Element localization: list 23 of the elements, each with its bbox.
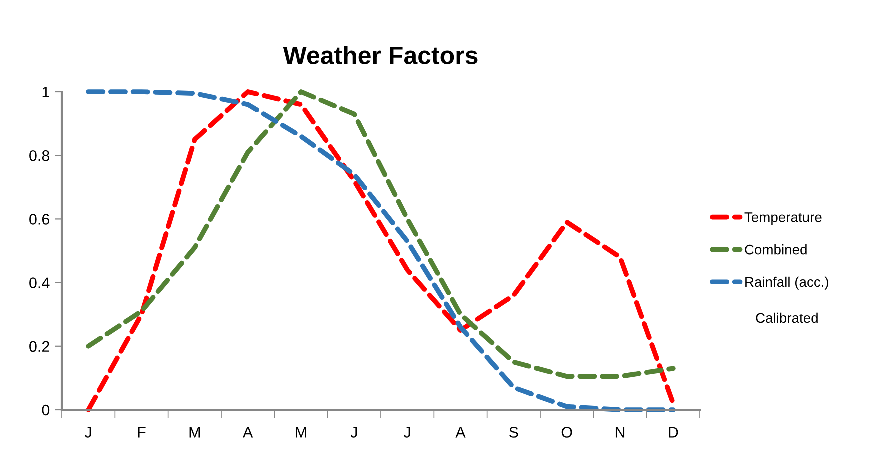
x-tick-label: J — [404, 427, 410, 438]
legend-label: Combined — [745, 244, 807, 255]
x-tick-label: J — [85, 427, 92, 438]
y-tick-label: 0 — [42, 404, 50, 416]
x-tick-label: M — [296, 427, 306, 438]
x-tick-label: M — [190, 427, 200, 438]
x-tick-label: D — [669, 427, 678, 438]
y-tick-label: 1 — [42, 87, 50, 98]
chart-title: Weather Factors — [283, 46, 478, 64]
y-tick-label: 0.4 — [30, 278, 50, 288]
y-tick-label: 0.8 — [30, 150, 50, 162]
x-tick-label: J — [350, 427, 358, 438]
x-tick-label: N — [616, 427, 625, 438]
x-tick-label: A — [456, 427, 466, 438]
legend-label: Rainfall (acc.) — [746, 276, 828, 290]
x-tick-label: F — [138, 427, 146, 438]
y-tick-label: 0.2 — [30, 341, 50, 352]
x-tick-label: S — [510, 427, 518, 438]
x-tick-label: A — [243, 427, 254, 438]
legend-label: Temperature — [744, 212, 822, 226]
y-tick-label: 0.6 — [30, 214, 50, 225]
text: Calibrated — [756, 312, 818, 324]
x-tick-label: O — [562, 427, 572, 438]
